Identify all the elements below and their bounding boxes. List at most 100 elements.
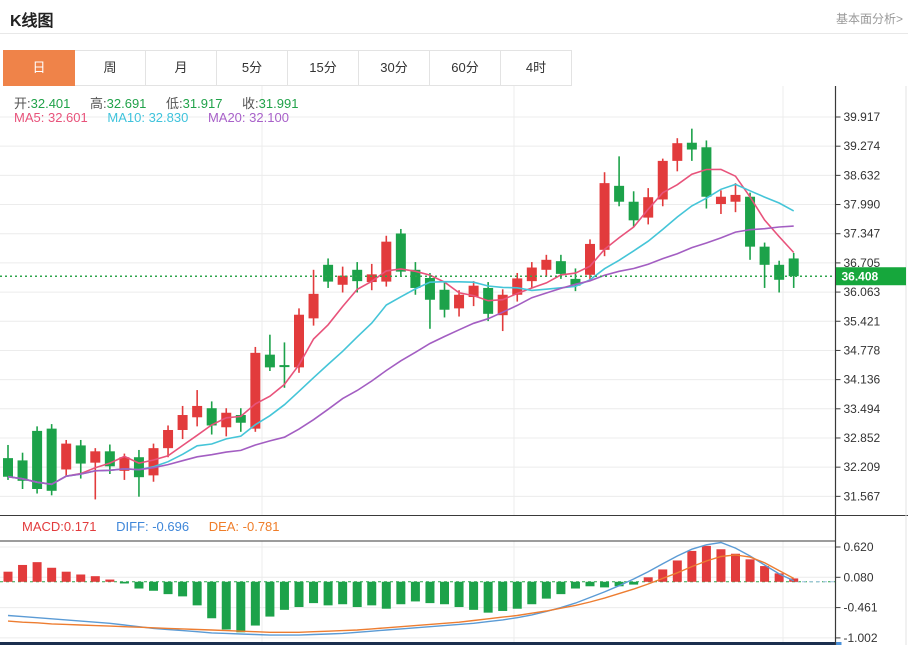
- low-value: 31.917: [182, 96, 223, 111]
- ma5-value: 32.601: [47, 110, 88, 125]
- macd-bar: [309, 581, 319, 604]
- candle-body: [541, 259, 552, 270]
- macd-bar: [658, 569, 668, 582]
- candle-body: [599, 183, 610, 250]
- macd-bar: [61, 571, 71, 582]
- macd-bar: [3, 571, 13, 582]
- y-axis-label: 32.852: [844, 431, 881, 445]
- macd-bar: [294, 581, 304, 608]
- candle-body: [337, 275, 348, 285]
- tab-15min[interactable]: 15分: [287, 50, 359, 86]
- macd-bar: [760, 566, 770, 582]
- macd-bar: [207, 581, 217, 619]
- open-label: 开:: [14, 96, 31, 111]
- candle-body: [264, 354, 275, 368]
- candle-body: [206, 408, 217, 426]
- header-divider: [0, 33, 908, 34]
- macd-bar: [454, 581, 464, 608]
- candle-body: [17, 460, 28, 481]
- candle-body: [715, 196, 726, 204]
- candle-body: [177, 415, 188, 430]
- candle-body: [512, 278, 523, 295]
- macd-bar: [279, 581, 289, 610]
- y-axis-label: 35.421: [844, 314, 881, 328]
- y-axis-label: 37.347: [844, 227, 881, 241]
- candle-body: [366, 274, 377, 283]
- candle-body: [686, 142, 697, 150]
- macd-bar: [556, 581, 566, 595]
- ma10-label: MA10:: [107, 110, 145, 125]
- diff-value: -0.696: [152, 519, 190, 534]
- y-axis-label: 0.080: [844, 570, 874, 584]
- candle-body: [133, 457, 144, 478]
- macd-bar: [425, 581, 435, 604]
- ma5-line: [7, 168, 795, 486]
- macd-bar: [512, 581, 522, 609]
- y-axis-label: 36.705: [844, 256, 881, 270]
- macd-bar: [716, 549, 726, 582]
- candle-body: [570, 278, 581, 286]
- y-axis-label: 0.620: [844, 540, 874, 554]
- y-axis-label: 38.632: [844, 168, 881, 182]
- tab-4hour[interactable]: 4时: [500, 50, 572, 86]
- tab-60min[interactable]: 60分: [429, 50, 501, 86]
- macd-bar: [381, 581, 391, 609]
- dea-line: [7, 554, 795, 633]
- macd-bar: [221, 581, 231, 630]
- candle-body: [90, 451, 101, 463]
- candle-body: [672, 143, 683, 161]
- page-title: K线图: [10, 13, 54, 30]
- fundamental-analysis-link[interactable]: 基本面分析>: [835, 12, 903, 26]
- macd-bar: [90, 576, 100, 582]
- macd-bar: [323, 581, 333, 606]
- tab-month[interactable]: 月: [145, 50, 217, 86]
- candle-body: [61, 443, 72, 470]
- macd-bar: [149, 581, 158, 591]
- macd-legend: MACD:0.171 DIFF: -0.696 DEA: -0.781: [22, 519, 296, 534]
- tab-week[interactable]: 周: [74, 50, 146, 86]
- candle-body: [410, 269, 421, 288]
- candle-body: [424, 277, 435, 300]
- macd-bar: [76, 574, 86, 582]
- macd-bar: [396, 581, 406, 605]
- high-label: 高:: [90, 96, 107, 111]
- macd-bar: [134, 581, 144, 589]
- y-axis-label: 37.990: [844, 198, 881, 212]
- tab-5min[interactable]: 5分: [216, 50, 288, 86]
- candle-body: [439, 289, 450, 310]
- macd-bar: [47, 567, 57, 582]
- candle-body: [774, 264, 785, 280]
- candle-body: [192, 405, 203, 418]
- macd-bar: [541, 581, 551, 599]
- y-axis-label: 33.494: [844, 402, 881, 416]
- scrollbar-nub: [835, 642, 842, 645]
- candle-body: [3, 458, 13, 477]
- y-axis-label: 36.063: [844, 285, 881, 299]
- macd-bar: [178, 581, 188, 597]
- candle-body: [352, 269, 363, 282]
- candle-body: [75, 445, 86, 464]
- ma5-label: MA5:: [14, 110, 45, 125]
- ohlc-legend: 开:32.401 高:32.691 低:31.917 收:31.991: [14, 93, 314, 112]
- macd-bar: [18, 564, 28, 582]
- macd-bar: [469, 581, 479, 610]
- candle-body: [163, 429, 174, 449]
- candle-body: [497, 294, 508, 316]
- candle-body: [643, 197, 654, 218]
- candle-body: [759, 246, 770, 265]
- open-value: 32.401: [30, 96, 71, 111]
- macd-bar: [352, 581, 362, 608]
- tab-30min[interactable]: 30分: [358, 50, 430, 86]
- macd-bar: [643, 577, 653, 582]
- macd-bar: [250, 581, 260, 626]
- macd-bar: [265, 581, 275, 617]
- bottom-scrollbar: [0, 642, 836, 645]
- candle-body: [788, 258, 799, 277]
- macd-bar: [498, 581, 508, 611]
- close-value: 31.991: [258, 96, 299, 111]
- tab-day[interactable]: 日: [3, 50, 75, 86]
- kline-chart-canvas[interactable]: 39.917 39.274 38.632 37.990 37.347 36.705 36.0…: [0, 86, 908, 647]
- candle-body: [221, 412, 232, 428]
- candle-body: [555, 261, 566, 274]
